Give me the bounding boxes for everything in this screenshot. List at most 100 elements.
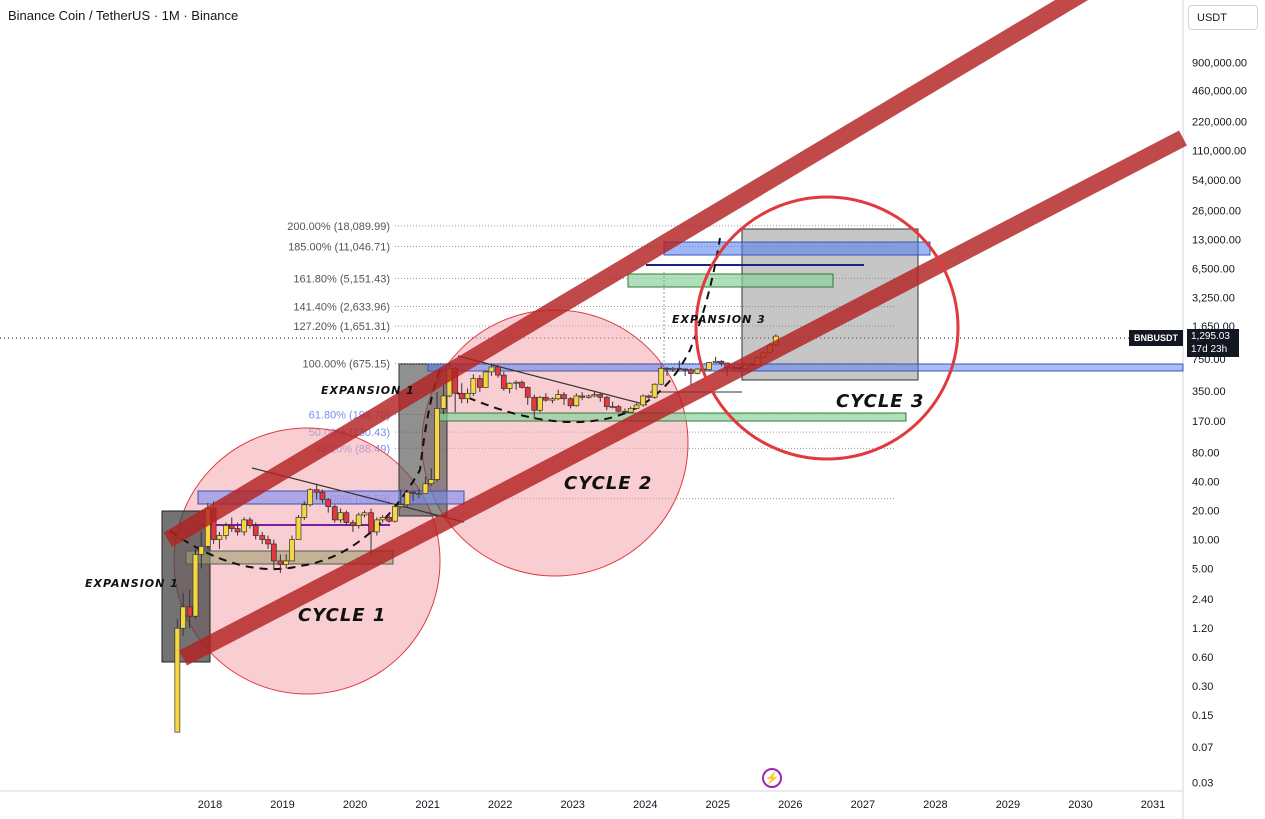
price-tick-label: 2.40 xyxy=(1192,594,1213,606)
candle-body xyxy=(482,371,489,388)
candle-body xyxy=(519,381,525,388)
price-tick-label: 80.00 xyxy=(1192,448,1220,460)
target-zone-green xyxy=(627,273,834,288)
candle-body xyxy=(495,366,501,376)
candle-body xyxy=(289,539,295,562)
time-tick-label: 2028 xyxy=(923,799,947,811)
time-tick-label: 2023 xyxy=(560,799,584,811)
candle-body xyxy=(192,554,199,617)
candle-body xyxy=(597,394,604,398)
price-tick-label: 6,500.00 xyxy=(1192,264,1235,276)
candle-body xyxy=(223,525,229,536)
candle-body xyxy=(379,517,386,521)
candle-body xyxy=(476,378,483,388)
resistance-zone xyxy=(427,363,1184,372)
time-tick-label: 2019 xyxy=(270,799,294,811)
candle-body xyxy=(573,395,580,407)
candle-body xyxy=(343,512,350,523)
expansion-3-label: EXPANSION 3 xyxy=(672,313,766,326)
candle-body xyxy=(470,378,477,394)
candle-body xyxy=(313,489,320,493)
cycle-2-circle xyxy=(421,309,689,577)
candle-body xyxy=(410,491,416,494)
target-zone-blue xyxy=(663,241,931,256)
time-tick-label: 2026 xyxy=(778,799,802,811)
fib-level-label: 200.00% (18,089.99) xyxy=(287,221,390,233)
time-tick-label: 2025 xyxy=(706,799,730,811)
time-tick-label: 2022 xyxy=(488,799,512,811)
candle-body xyxy=(579,395,585,398)
expansion-1-label-left: EXPANSION 1 xyxy=(85,577,179,590)
candle-body xyxy=(331,506,338,521)
tradingview-bolt-icon[interactable]: ⚡ xyxy=(762,768,782,788)
candle-body xyxy=(585,395,592,398)
candle-body xyxy=(228,525,235,529)
time-tick-label: 2030 xyxy=(1068,799,1092,811)
candle-body xyxy=(561,394,567,400)
candle-body xyxy=(368,512,374,533)
time-tick-label: 2027 xyxy=(851,799,875,811)
candle-body xyxy=(567,398,574,407)
candle-body xyxy=(603,396,610,407)
price-tick-label: 20.00 xyxy=(1192,506,1220,518)
price-tick-label: 170.00 xyxy=(1192,416,1226,428)
candle-body xyxy=(640,395,646,406)
candle-body xyxy=(301,504,308,518)
price-tick-label: 0.15 xyxy=(1192,710,1213,722)
candle-body xyxy=(718,360,725,364)
candle-body xyxy=(440,395,447,409)
time-axis[interactable]: 2018 2019 2020 2021 2022 2023 2024 2025 2026 2027… xyxy=(198,799,1166,811)
price-tick-label: 220,000.00 xyxy=(1192,116,1247,128)
cycle-3-circle xyxy=(694,195,960,461)
candle-body xyxy=(397,504,404,507)
price-axis[interactable]: 900,000.00 460,000.00 220,000.00 110,000.00… xyxy=(1192,57,1247,789)
price-tick-label: 3,250.00 xyxy=(1192,293,1235,305)
candle-body xyxy=(428,479,435,485)
price-tick-label: 110,000.00 xyxy=(1192,145,1246,157)
candle-body xyxy=(633,404,640,409)
last-price-label: 1,295.03 17d 23h xyxy=(1187,329,1239,357)
cycle-1-label: CYCLE 1 xyxy=(298,605,386,626)
symbol-price-tag: BNBUSDT xyxy=(1129,330,1183,346)
candle-body xyxy=(513,381,519,384)
price-tick-label: 54,000.00 xyxy=(1192,175,1241,187)
candle-body xyxy=(325,499,332,507)
candle-body xyxy=(174,627,181,733)
expansion-1-label-mid: EXPANSION 1 xyxy=(321,384,415,397)
candle-body xyxy=(361,512,368,516)
candle-body xyxy=(265,539,271,545)
currency-button[interactable]: USDT xyxy=(1188,5,1258,30)
candle-body xyxy=(355,514,362,526)
last-price-value: 1,295.03 xyxy=(1191,331,1230,342)
candle-body xyxy=(646,395,652,398)
candle-body xyxy=(259,535,266,540)
candle-body xyxy=(591,394,598,397)
candle-body xyxy=(615,406,622,412)
candle-body xyxy=(373,519,380,533)
candle-body xyxy=(186,606,193,617)
candle-body xyxy=(404,491,411,506)
candle-body xyxy=(319,491,326,500)
support-zone xyxy=(437,412,907,422)
price-tick-label: 0.30 xyxy=(1192,681,1213,693)
candle-body xyxy=(688,369,694,374)
candle-body xyxy=(216,535,223,540)
time-tick-label: 2021 xyxy=(415,799,439,811)
price-tick-label: 26,000.00 xyxy=(1192,206,1241,218)
candle-body xyxy=(627,408,634,413)
candle-body xyxy=(458,392,465,400)
candle-body xyxy=(283,560,290,565)
price-tick-label: 0.60 xyxy=(1192,652,1213,664)
candle-body xyxy=(651,383,658,398)
candle-body xyxy=(422,483,429,494)
candle-body xyxy=(543,396,549,401)
fib-level-label: 161.80% (5,151.43) xyxy=(293,273,390,285)
candle-body xyxy=(241,519,247,533)
trendline-2 xyxy=(457,355,648,406)
time-tick-label: 2018 xyxy=(198,799,222,811)
candle-body xyxy=(350,522,356,526)
bar-countdown: 17d 23h xyxy=(1191,344,1228,355)
candle-body xyxy=(500,374,507,389)
candle-body xyxy=(234,528,241,533)
